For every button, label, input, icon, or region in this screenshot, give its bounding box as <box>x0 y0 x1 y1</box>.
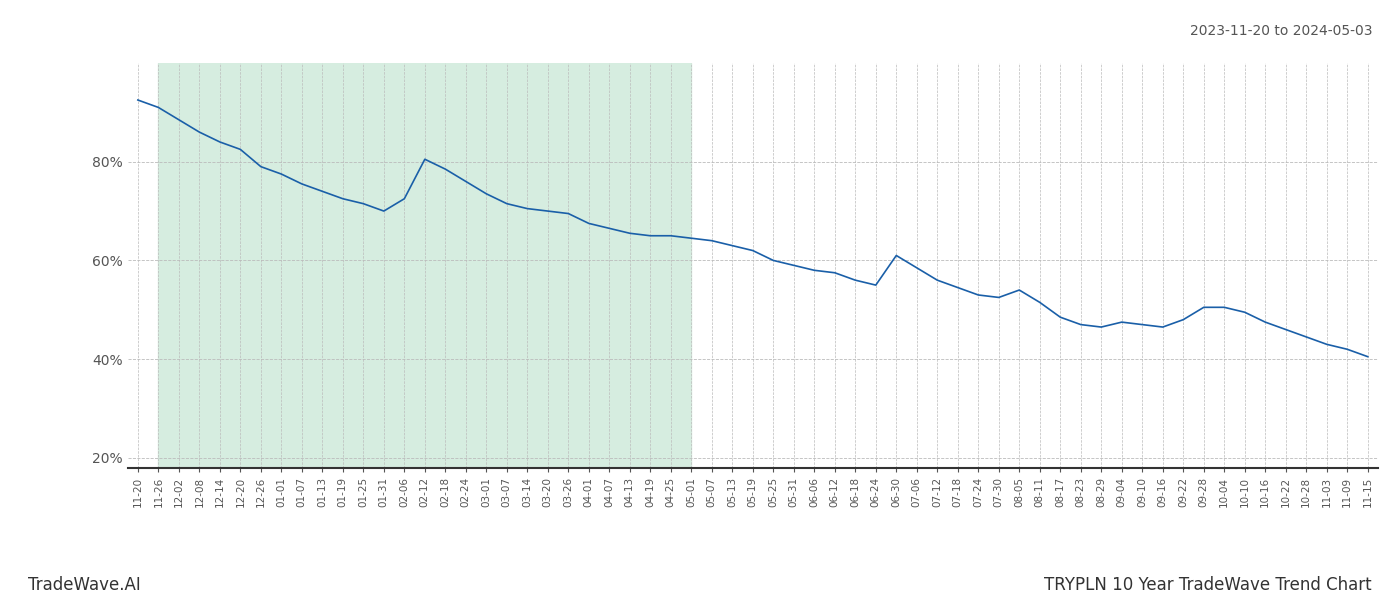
Bar <box>158 63 692 468</box>
Text: 2023-11-20 to 2024-05-03: 2023-11-20 to 2024-05-03 <box>1190 24 1372 38</box>
Text: TradeWave.AI: TradeWave.AI <box>28 576 141 594</box>
Text: TRYPLN 10 Year TradeWave Trend Chart: TRYPLN 10 Year TradeWave Trend Chart <box>1044 576 1372 594</box>
